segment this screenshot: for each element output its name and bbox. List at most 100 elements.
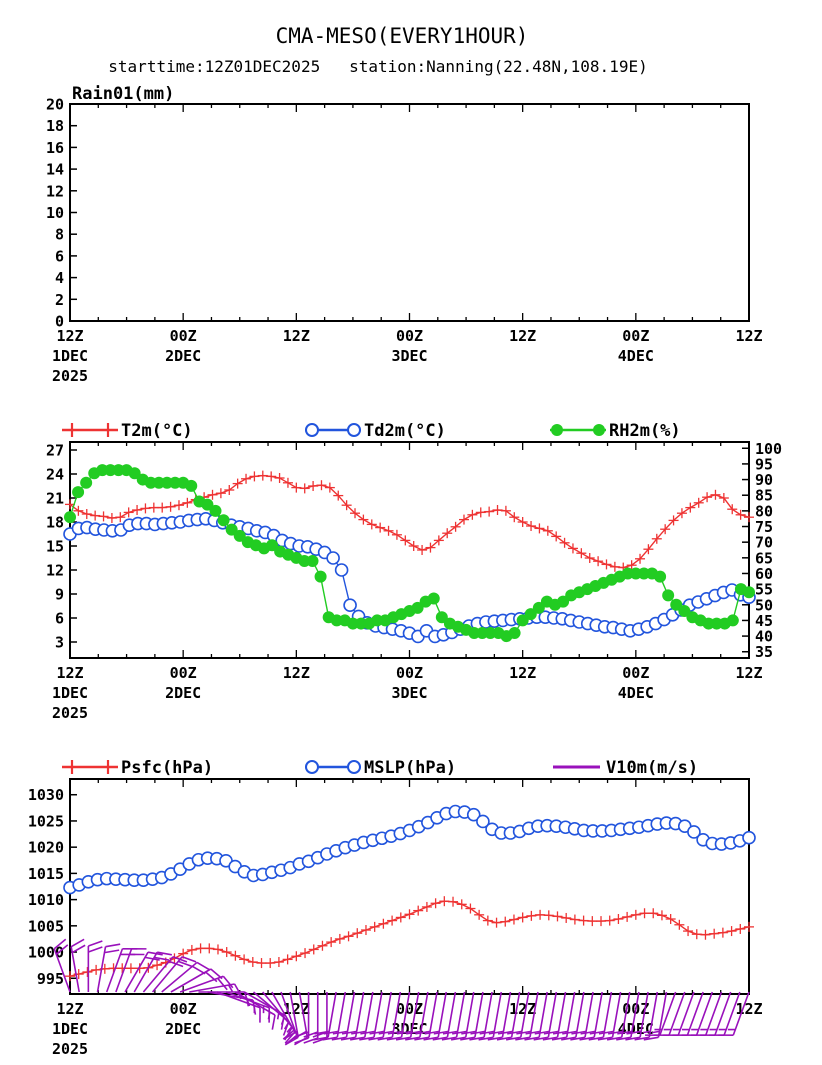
legend-t2m: T2m(°C) (62, 421, 193, 441)
wind-barb-half-feather (227, 984, 234, 992)
wind-barb-feather (395, 1036, 411, 1041)
wind-barb (151, 956, 197, 993)
t2m-point (98, 511, 109, 522)
t2m-point (173, 500, 184, 511)
psfc-point (517, 912, 528, 923)
wind-barb-staff (262, 991, 293, 1028)
wind-barb-staff (455, 991, 466, 1038)
rh2m-point (726, 614, 739, 627)
wind-barb-half-feather (280, 1017, 285, 1025)
wind-barb-feather (542, 1036, 558, 1041)
temp-y-tick-label: 18 (46, 514, 64, 532)
wind-barb-feather (415, 1030, 431, 1035)
t2m-point (383, 525, 394, 536)
rh2m-point (306, 554, 319, 567)
mslp-point (466, 807, 481, 822)
rh2m-point (64, 511, 76, 524)
wind-barb-feather (314, 1030, 330, 1035)
t2m-point (366, 519, 377, 530)
psfc-point (334, 933, 345, 944)
wind-barb-feather (432, 1036, 448, 1041)
press-y-tick-label: 1025 (28, 812, 64, 830)
t2m-point (375, 522, 386, 533)
mslp-point (742, 830, 756, 845)
rh2m-point (225, 523, 238, 536)
wind-barb-half-feather (286, 1026, 293, 1033)
psfc-point (691, 929, 702, 940)
t2m-point (509, 512, 520, 523)
wind-barb-feather (496, 1036, 512, 1041)
rh-y-tick-label: 100 (755, 440, 782, 458)
rh2m-point (743, 586, 755, 599)
wind-barb (70, 938, 86, 993)
wind-barb-feather (551, 1036, 567, 1041)
wind-barb-feather (196, 961, 211, 971)
rh-y-tick-label: 75 (755, 518, 773, 536)
wind-barb-feather (359, 1036, 375, 1041)
rh-y-tick-label: 90 (755, 471, 773, 489)
psfc-point (526, 910, 537, 921)
psfc-point (500, 916, 511, 927)
wind-barb-staff (327, 991, 337, 1038)
t2m-point (484, 506, 495, 517)
psfc-point (543, 910, 554, 921)
wind-barb-staff (474, 991, 484, 1038)
t2m-point (551, 531, 562, 542)
rain-time-label: 12Z (509, 327, 536, 345)
t2m-point (282, 477, 293, 488)
psfc-point (448, 896, 459, 907)
wind-barb (432, 991, 457, 1041)
wind-barb-staff (96, 946, 107, 993)
psfc-point (726, 926, 737, 937)
wind-barb (423, 991, 447, 1041)
psfc-point (439, 896, 450, 907)
wind-barb-staff (216, 991, 261, 1009)
rh-y-tick-label: 70 (755, 534, 773, 552)
wind-barb-staff (686, 991, 704, 1036)
wind-barb-staff (189, 983, 235, 993)
legend-mslp-label: MSLP(hPa) (364, 758, 456, 778)
rh-y-tick-label: 40 (755, 628, 773, 646)
psfc-point (230, 950, 241, 961)
psfc-point (212, 944, 223, 955)
temp-y-tick-label: 12 (46, 562, 64, 580)
wind-barb (179, 975, 234, 993)
wind-barb-staff (584, 991, 594, 1038)
wind-barb-feather (470, 1030, 486, 1035)
rh-y-tick-label: 35 (755, 643, 773, 661)
psfc-point (430, 898, 441, 909)
temp-y-tick-label: 3 (55, 634, 64, 652)
wind-barb-feather (360, 1030, 376, 1035)
t2m-point (609, 561, 620, 572)
wind-barb-half-feather (283, 1022, 290, 1030)
wind-barb-staff (648, 991, 659, 1038)
psfc-point (195, 943, 206, 954)
wind-barb-staff (124, 951, 149, 993)
temp-time-label: 12Z (509, 664, 536, 682)
press-date-label: 2DEC (165, 1020, 201, 1038)
t2m-point (308, 481, 319, 491)
wind-barb (234, 991, 276, 1030)
wind-barb-staff (630, 991, 640, 1038)
wind-barb-feather (442, 1030, 458, 1035)
wind-barb-staff (382, 991, 392, 1038)
psfc-point (630, 909, 641, 920)
wind-barb-feather (552, 1030, 568, 1035)
wind-barb-feather (562, 1030, 578, 1035)
psfc-point (674, 919, 685, 930)
wind-barb-staff (234, 991, 276, 1016)
temp-y-tick-label: 21 (46, 490, 64, 508)
wind-barb (405, 991, 429, 1041)
psfc-point (561, 912, 572, 923)
wind-barb-staff (419, 991, 429, 1038)
wind-barb-staff (602, 991, 613, 1038)
wind-barb-feather (217, 977, 228, 991)
t2m-point (224, 485, 235, 495)
wind-barb-staff (170, 968, 212, 993)
wind-barb (570, 991, 594, 1041)
wind-barb-feather (525, 1030, 541, 1035)
wind-barb-staff (70, 946, 80, 993)
rh-y-tick-label: 80 (755, 502, 773, 520)
wind-barb-feather (351, 1030, 366, 1035)
wind-barb-feather (424, 1030, 440, 1035)
